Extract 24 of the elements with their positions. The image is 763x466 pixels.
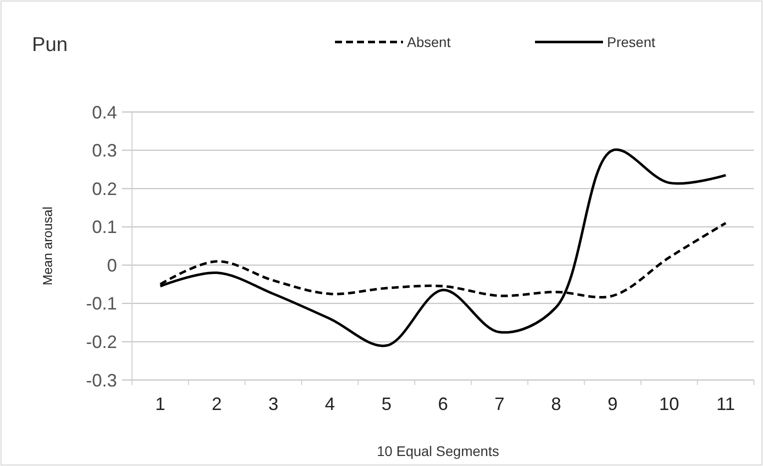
legend-label: Absent xyxy=(407,34,451,50)
x-tick-label: 6 xyxy=(438,394,448,414)
legend-label: Present xyxy=(607,34,656,50)
y-tick-label: 0.1 xyxy=(92,217,117,238)
x-tick-label: 2 xyxy=(212,394,222,414)
x-tick-label: 3 xyxy=(268,394,278,414)
y-tick-label: 0.4 xyxy=(92,102,117,122)
x-tick-label: 11 xyxy=(716,394,736,414)
y-tick-label: -0.1 xyxy=(86,294,117,314)
chart-title: Pun xyxy=(32,34,68,56)
y-tick-label: 0.3 xyxy=(92,140,117,161)
x-axis-title: 10 Equal Segments xyxy=(376,443,500,459)
y-tick-label: 0 xyxy=(106,255,117,276)
x-tick-label: 7 xyxy=(494,394,505,414)
x-tick-label: 9 xyxy=(608,394,618,414)
x-tick-label: 4 xyxy=(324,394,335,414)
x-tick-label: 8 xyxy=(551,394,562,414)
x-tick-label: 5 xyxy=(381,394,392,414)
x-tick-label: 10 xyxy=(659,394,680,414)
y-tick-label: -0.2 xyxy=(86,332,117,352)
y-axis-title: Mean arousal xyxy=(40,206,55,286)
y-tick-label: 0.2 xyxy=(92,178,117,199)
y-tick-label: -0.3 xyxy=(86,370,117,390)
x-tick-label: 1 xyxy=(155,394,166,414)
